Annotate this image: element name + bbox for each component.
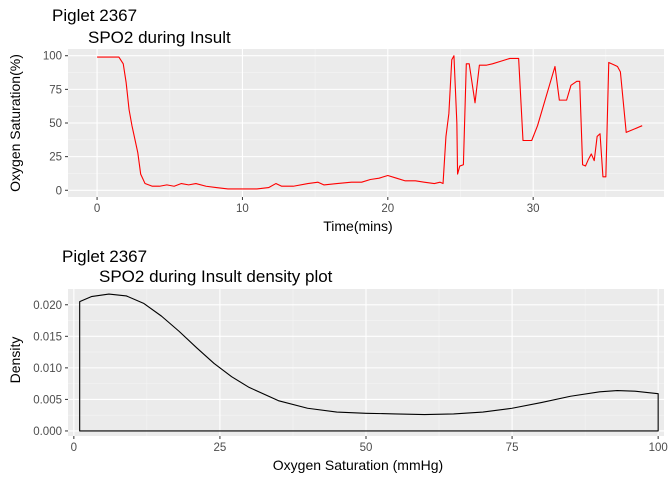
chart1-series-line (97, 55, 643, 190)
chart2-plot: 0 25 50 75 100 0.000 0.005 0.010 0.015 0.020 (33, 289, 668, 454)
chart1-x-axis-title: Time(mins) (323, 218, 392, 234)
chart2-y-tick-label: 0.005 (33, 394, 62, 406)
chart1-plot: 0 10 20 30 0 25 50 75 100 (43, 49, 664, 215)
chart1-subtitle: SPO2 during Insult (88, 28, 231, 47)
chart1-x-tick-label: 10 (236, 203, 249, 215)
chart1-y-tick-label: 25 (49, 152, 62, 164)
chart2-x-tick-label: 0 (71, 442, 77, 454)
chart2-y-tick-label: 0.010 (33, 363, 62, 375)
chart2-x-tick-label: 25 (214, 442, 227, 454)
chart2-x-tick-label: 100 (649, 442, 668, 454)
chart2-density-curve (79, 293, 659, 432)
chart1-y-tick-label: 0 (56, 185, 62, 197)
chart2-title: Piglet 2367 (62, 247, 147, 266)
chart2-x-tick-label: 50 (360, 442, 373, 454)
chart1-y-tick-label: 50 (49, 118, 62, 130)
chart2-y-tick-label: 0.020 (33, 300, 62, 312)
chart1-x-tick-label: 30 (527, 203, 540, 215)
chart1-y-tick-label: 75 (49, 84, 62, 96)
chart2-y-axis-title: Density (7, 337, 23, 384)
chart2-subtitle: SPO2 during Insult density plot (99, 267, 333, 286)
chart1-y-tick-label: 100 (43, 51, 62, 63)
chart2-y-tick-label: 0.000 (33, 426, 62, 438)
chart2-y-tick-label: 0.015 (33, 331, 62, 343)
chart2-x-axis-title: Oxygen Saturation (mmHg) (273, 457, 443, 473)
chart1-title: Piglet 2367 (52, 6, 137, 25)
chart1-y-axis-title: Oxygen Saturation(%) (7, 54, 23, 192)
chart1-x-tick-label: 0 (94, 203, 100, 215)
chart1-x-tick-label: 20 (381, 203, 394, 215)
chart2-x-tick-label: 75 (506, 442, 519, 454)
